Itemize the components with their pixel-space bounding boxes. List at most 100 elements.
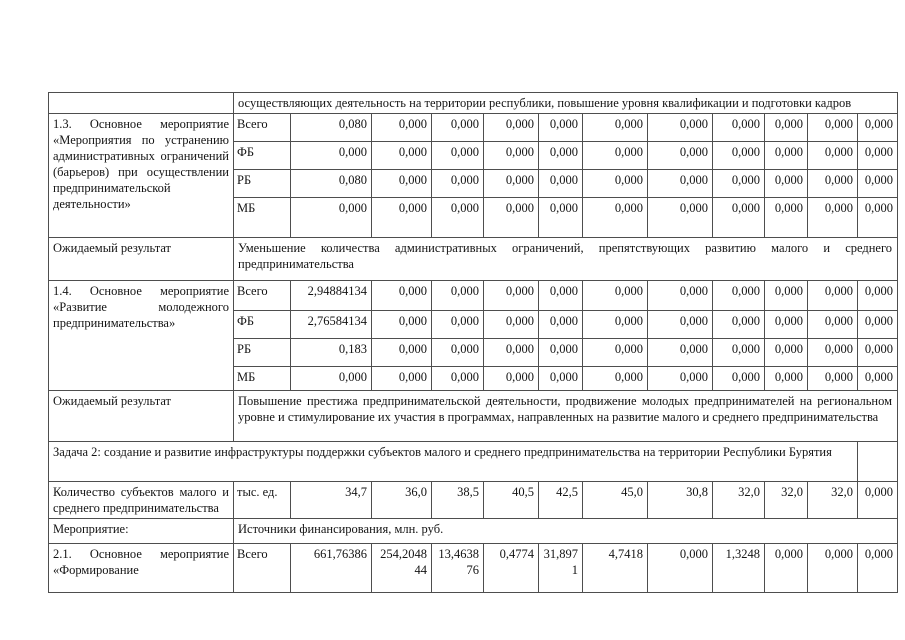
value-cell: 0,000 (371, 280, 432, 311)
measure-1-3-label: 1.3. Основное мероприятие «Мероприятия п… (48, 113, 234, 238)
value-cell: 0,000 (647, 543, 713, 593)
expected-result-1-row: Ожидаемый результат Уменьшение количеств… (48, 237, 899, 281)
value-cell: 0,000 (764, 197, 808, 238)
source-label: МБ (233, 366, 291, 391)
value-cell: 0,000 (856, 113, 899, 142)
value-cell: 32,0 (764, 481, 808, 519)
value-cell: 0,000 (807, 197, 858, 238)
value-cell: 32,0 (712, 481, 765, 519)
value-cell: 4,7418 (582, 543, 648, 593)
value-cell: 0,000 (431, 310, 484, 339)
empty-cell (856, 441, 899, 482)
value-cell: 0,000 (538, 310, 583, 339)
value-cell: 0,000 (582, 366, 648, 391)
value-cell: 0,000 (807, 543, 858, 593)
indicator-label: Количество субъектов малого и среднего п… (48, 481, 234, 519)
value-cell: 0,000 (431, 280, 484, 311)
value-cell: 0,000 (807, 338, 858, 367)
value-cell: 661,76386 (290, 543, 372, 593)
value-cell: 0,000 (807, 169, 858, 198)
expected-result-text: Уменьшение количества административных о… (232, 237, 899, 281)
value-cell: 0,000 (538, 169, 583, 198)
value-cell: 0,000 (582, 338, 648, 367)
value-cell: 0,000 (647, 338, 713, 367)
value-cell: 0,000 (538, 366, 583, 391)
value-cell: 0,000 (483, 310, 539, 339)
value-cell: 0,000 (538, 197, 583, 238)
value-cell: 0,000 (538, 141, 583, 170)
value-cell: 40,5 (483, 481, 539, 519)
value-cell: 0,000 (371, 197, 432, 238)
value-cell: 0,000 (712, 338, 765, 367)
measure-2-1-label: 2.1. Основное мероприятие «Формирование (48, 543, 234, 593)
value-cell: 0,000 (807, 113, 858, 142)
indicator-unit: тыс. ед. (233, 481, 291, 519)
value-cell: 0,000 (371, 141, 432, 170)
value-cell: 2,94884134 (290, 280, 372, 311)
value-cell: 0,000 (582, 141, 648, 170)
value-cell: 0,000 (647, 310, 713, 339)
measure-1-4-mb-row: МБ 0,000 0,000 0,000 0,000 0,000 0,000 0… (49, 366, 899, 391)
source-label: ФБ (233, 310, 291, 339)
value-cell: 0,000 (431, 141, 484, 170)
value-cell: 0,000 (764, 366, 808, 391)
value-cell: 0,000 (712, 141, 765, 170)
value-cell: 0,000 (764, 310, 808, 339)
value-cell: 0,000 (807, 280, 858, 311)
value-cell: 0,000 (582, 310, 648, 339)
measure-1-4-total-row: 1.4. Основное мероприятие «Развитие моло… (48, 280, 899, 391)
value-cell: 34,7 (290, 481, 372, 519)
value-cell: 0,000 (582, 113, 648, 142)
source-label: МБ (233, 197, 291, 238)
financing-sources-text: Источники финансирования, млн. руб. (232, 518, 899, 544)
measure-1-4-fb-row: ФБ 2,76584134 0,000 0,000 0,000 0,000 0,… (49, 310, 899, 339)
continuation-text: осуществляющих деятельность на территори… (232, 92, 899, 114)
measure-header-row: Мероприятие: Источники финансирования, м… (48, 518, 899, 544)
value-cell: 0,000 (856, 338, 899, 367)
value-cell: 0,000 (647, 141, 713, 170)
value-cell: 0,000 (647, 169, 713, 198)
measure-1-4-rb-row: РБ 0,183 0,000 0,000 0,000 0,000 0,000 0… (49, 338, 899, 367)
value-cell: 0,080 (290, 169, 372, 198)
value-cell: 0,000 (647, 366, 713, 391)
value-cell: 0,000 (290, 197, 372, 238)
continuation-row: осуществляющих деятельность на территори… (48, 92, 899, 114)
expected-result-label: Ожидаемый результат (48, 390, 234, 442)
value-cell: 0,000 (807, 310, 858, 339)
expected-result-label: Ожидаемый результат (48, 237, 234, 281)
value-cell: 0,000 (431, 169, 484, 198)
measure-1-3-mb-row: МБ 0,000 0,000 0,000 0,000 0,000 0,000 0… (49, 197, 899, 238)
value-cell: 0,080 (290, 113, 372, 142)
value-cell: 0,000 (371, 366, 432, 391)
value-cell: 0,000 (856, 169, 899, 198)
source-label: Всего (233, 113, 291, 142)
expected-result-2-row: Ожидаемый результат Повышение престижа п… (48, 390, 899, 442)
value-cell: 0,000 (483, 280, 539, 311)
value-cell: 254,204844 (371, 543, 432, 593)
value-cell: 0,000 (483, 113, 539, 142)
value-cell: 0,000 (856, 543, 899, 593)
value-cell: 0,000 (712, 310, 765, 339)
value-cell: 0,000 (712, 169, 765, 198)
measure-1-3-total-row: 1.3. Основное мероприятие «Мероприятия п… (48, 113, 899, 238)
value-cell: 0,000 (431, 366, 484, 391)
value-cell: 31,8971 (538, 543, 583, 593)
value-cell: 0,000 (712, 366, 765, 391)
value-cell: 0,000 (712, 197, 765, 238)
source-label: РБ (233, 338, 291, 367)
expected-result-text: Повышение престижа предпринимательской д… (232, 390, 899, 442)
value-cell: 0,000 (582, 280, 648, 311)
value-cell: 30,8 (647, 481, 713, 519)
value-cell: 45,0 (582, 481, 648, 519)
value-cell: 0,000 (538, 338, 583, 367)
value-cell: 0,000 (371, 169, 432, 198)
value-cell: 0,000 (647, 280, 713, 311)
source-label: Всего (233, 543, 291, 593)
value-cell: 0,000 (764, 169, 808, 198)
source-label: Всего (233, 280, 291, 311)
task-2-row: Задача 2: создание и развитие инфраструк… (48, 441, 899, 482)
value-cell: 0,000 (764, 543, 808, 593)
value-cell: 0,000 (431, 338, 484, 367)
value-cell: 0,000 (483, 141, 539, 170)
